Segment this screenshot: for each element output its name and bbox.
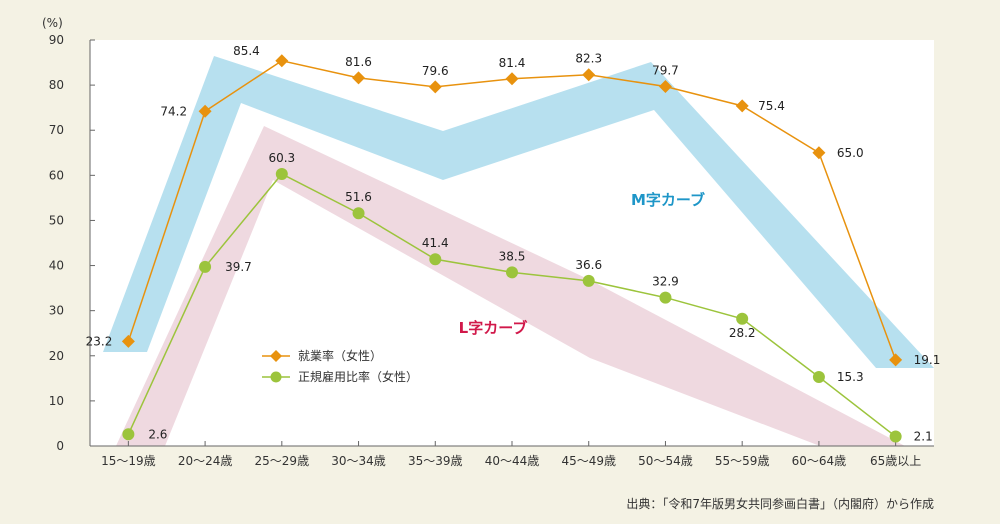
data-point-circle (659, 291, 672, 304)
data-point-diamond (198, 104, 212, 118)
legend-circle-marker (270, 371, 282, 383)
data-point-circle (889, 430, 902, 443)
legend-label-employment: 就業率（女性） (298, 348, 382, 363)
data-label: 2.6 (148, 427, 167, 441)
y-tick-label: 10 (49, 394, 64, 408)
data-label: 65.0 (837, 146, 864, 160)
data-point-circle (736, 312, 749, 325)
data-label: 82.3 (575, 52, 602, 66)
y-tick-label: 60 (49, 168, 64, 182)
data-point-circle (429, 253, 442, 266)
x-tick-label: 25～29歳 (255, 454, 310, 468)
m-curve-band (103, 56, 934, 368)
data-label: 41.4 (422, 236, 449, 250)
data-label: 75.4 (758, 99, 785, 113)
y-tick-label: 40 (49, 259, 64, 273)
data-label: 32.9 (652, 275, 679, 289)
data-label: 74.2 (160, 104, 187, 118)
data-point-circle (812, 370, 825, 383)
legend-item-regular: 正規雇用比率（女性） (262, 369, 418, 384)
data-point-diamond (275, 54, 289, 68)
data-label: 79.7 (652, 63, 679, 77)
data-point-circle (506, 266, 518, 279)
y-tick-label: 50 (49, 213, 64, 227)
y-tick-label: 70 (49, 123, 64, 137)
data-point-circle (582, 274, 595, 287)
data-label: 60.3 (268, 151, 295, 165)
y-tick-label: 0 (56, 439, 64, 453)
x-tick-label: 20～24歳 (178, 454, 233, 468)
x-tick-label: 60～64歳 (792, 454, 847, 468)
legend-item-employment: 就業率（女性） (262, 348, 382, 363)
x-tick-label: 15～19歳 (101, 454, 156, 468)
l-curve-band (116, 126, 905, 446)
axes: 0 10 20 30 40 50 60 70 80 90 15～19歳 20～24歳 25～29歳 30～… (49, 33, 934, 468)
data-label: 39.7 (225, 260, 252, 274)
data-point-diamond (812, 146, 826, 160)
x-tick-label: 30～34歳 (331, 454, 386, 468)
data-labels: 23.2 74.2 85.4 81.6 79.6 81.4 82.3 79.7 75.4 65.0… (86, 44, 941, 444)
data-label: 19.1 (914, 353, 941, 367)
data-point-diamond (658, 79, 672, 93)
data-label: 81.6 (345, 55, 372, 69)
m-curve-label: M字カーブ (631, 191, 705, 209)
data-label: 79.6 (422, 64, 449, 78)
data-point-diamond (582, 68, 596, 82)
source-note: 出典：「令和7年版男女共同参画白書」（内閣府）から作成 (626, 496, 934, 511)
x-tick-label: 55～59歳 (715, 454, 770, 468)
data-point-circle (199, 260, 212, 273)
y-axis-unit: (%) (42, 16, 63, 30)
l-curve-label: L字カーブ (459, 319, 528, 337)
data-point-diamond (505, 72, 519, 86)
data-point-circle (275, 167, 288, 180)
legend: 就業率（女性） 正規雇用比率（女性） (262, 348, 418, 384)
y-tick-label: 80 (49, 78, 64, 92)
legend-label-regular: 正規雇用比率（女性） (298, 369, 418, 384)
data-point-diamond (428, 80, 442, 94)
x-tick-label: 35～39歳 (408, 454, 463, 468)
y-tick-label: 90 (49, 33, 64, 47)
x-tick-label: 65歳以上 (870, 454, 921, 468)
x-tick-label: 50～54歳 (638, 454, 693, 468)
data-point-diamond (121, 334, 135, 348)
data-label: 36.6 (575, 258, 602, 272)
y-tick-label: 30 (49, 304, 64, 318)
data-label: 2.1 (914, 430, 933, 444)
data-label: 38.5 (499, 249, 526, 263)
x-tick-label: 40～44歳 (485, 454, 540, 468)
data-label: 81.4 (499, 56, 526, 70)
data-point-circle (352, 207, 365, 220)
data-point-circle (122, 428, 135, 441)
data-point-diamond (352, 71, 366, 85)
data-label: 28.2 (729, 326, 756, 340)
data-point-diamond (735, 99, 749, 113)
data-point-diamond (889, 353, 903, 367)
data-label: 85.4 (233, 44, 260, 58)
y-tick-label: 20 (49, 349, 64, 363)
data-label: 51.6 (345, 190, 372, 204)
data-label: 15.3 (837, 370, 864, 384)
legend-diamond-marker (270, 350, 282, 362)
series-layer (121, 54, 903, 443)
x-tick-label: 45～49歳 (561, 454, 616, 468)
data-label: 23.2 (86, 334, 113, 348)
